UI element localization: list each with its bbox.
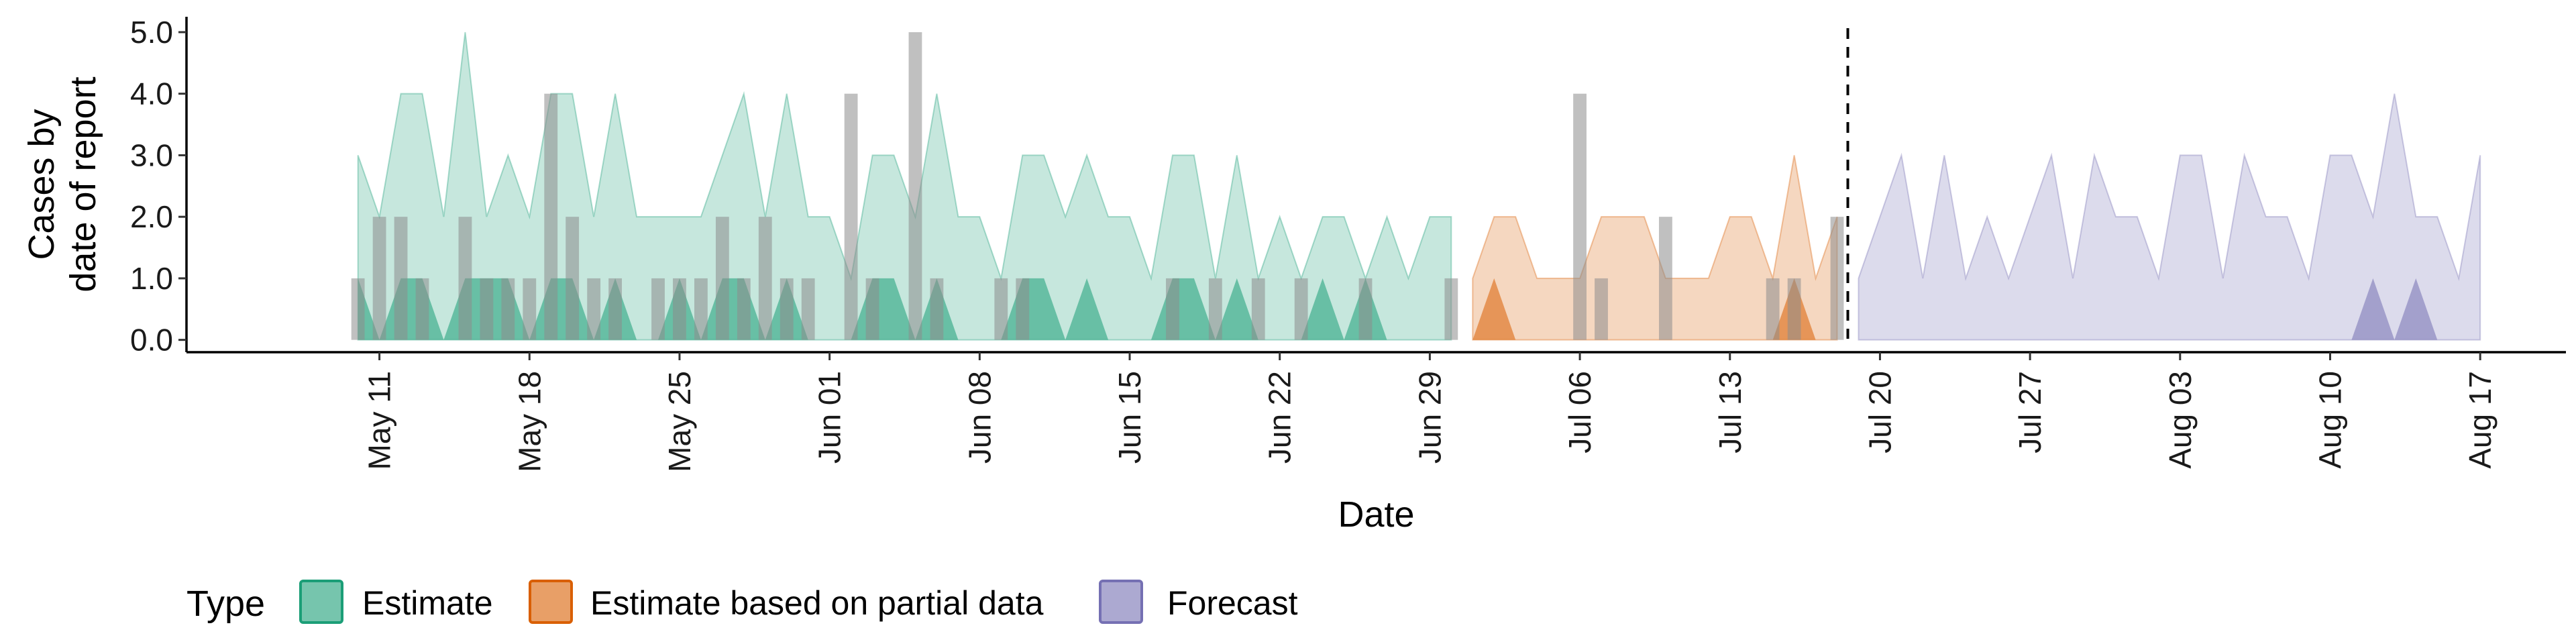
- observed-bar: [566, 217, 580, 340]
- observed-bar: [372, 217, 386, 340]
- observed-bar: [608, 278, 623, 340]
- x-tick-label: May 11: [362, 371, 397, 470]
- legend-label: Forecast: [1167, 584, 1298, 622]
- x-tick-label: Jul 06: [1562, 371, 1597, 453]
- y-axis-title-line: Cases by: [21, 109, 62, 260]
- y-axis-title-line: date of report: [63, 76, 103, 292]
- observed-bar: [694, 278, 708, 340]
- legend: Type Estimate Estimate based on partial da…: [186, 580, 1298, 624]
- observed-bar: [394, 217, 408, 340]
- x-tick-label: Jun 29: [1412, 371, 1447, 464]
- observed-bar: [908, 32, 922, 340]
- band-90-estimate: [357, 32, 1452, 341]
- x-tick-label: Jul 20: [1862, 371, 1897, 453]
- observed-bar: [1573, 93, 1587, 340]
- legend-key: [529, 580, 573, 624]
- observed-bar: [1294, 278, 1308, 340]
- observed-bar: [1166, 278, 1179, 340]
- observed-bar: [930, 278, 944, 340]
- y-axis-title: Cases by date of report: [21, 76, 103, 292]
- x-tick-label: Aug 03: [2163, 371, 2198, 469]
- observed-bar: [501, 278, 515, 340]
- observed-bar: [1766, 278, 1780, 340]
- observed-bar: [780, 278, 794, 340]
- y-tick-label: 4.0: [130, 76, 173, 111]
- observed-bar: [758, 217, 772, 340]
- legend-title: Type: [186, 584, 265, 624]
- observed-bar: [1787, 278, 1801, 340]
- y-tick-label: 1.0: [130, 261, 173, 296]
- x-tick-label: Aug 17: [2463, 371, 2498, 469]
- y-tick-label: 2.0: [130, 199, 173, 234]
- observed-bar: [458, 217, 472, 340]
- observed-bar: [865, 278, 879, 340]
- observed-bar: [523, 278, 537, 340]
- observed-bar: [715, 217, 729, 340]
- observed-bar: [1208, 278, 1222, 340]
- x-tick-label: May 25: [662, 371, 697, 472]
- x-tick-label: Jun 15: [1112, 371, 1147, 464]
- legend-key: [1099, 580, 1143, 624]
- observed-bar: [737, 278, 751, 340]
- y-tick-label: 0.0: [130, 323, 173, 358]
- observed-bar: [544, 93, 558, 340]
- observed-bar: [1016, 278, 1030, 340]
- observed-bars: [351, 32, 1844, 340]
- axes: 0.0 1.0 2.0 3.0 4.0 5.0 May 11 May 18 May 25 Jun …: [21, 15, 2566, 535]
- observed-bar: [801, 278, 815, 340]
- observed-bar: [1595, 278, 1608, 340]
- observed-bar: [844, 93, 858, 340]
- legend-label: Estimate based on partial data: [590, 584, 1044, 622]
- x-tick-label: Jun 08: [962, 371, 997, 464]
- x-tick-label: Jul 13: [1713, 371, 1748, 453]
- x-tick-label: May 18: [512, 371, 547, 472]
- x-tick-label: Jul 27: [2012, 371, 2047, 453]
- band-50-forecast: [1858, 278, 2481, 340]
- observed-bar: [651, 278, 665, 340]
- band-90-estimate-based-on-partial-data: [1472, 155, 1838, 341]
- observed-bar: [1658, 217, 1672, 340]
- observed-bar: [673, 278, 686, 340]
- observed-bar: [480, 278, 494, 340]
- band-90-forecast: [1858, 93, 2481, 341]
- legend-label: Estimate: [362, 584, 493, 622]
- observed-bar: [1251, 278, 1265, 340]
- x-axis-title: Date: [1338, 494, 1414, 535]
- observed-bar: [415, 278, 429, 340]
- x-tick-label: Aug 10: [2312, 371, 2347, 469]
- x-tick-label: Jun 22: [1263, 371, 1297, 464]
- observed-bar: [587, 278, 601, 340]
- observed-bar: [1830, 217, 1844, 340]
- observed-bar: [351, 278, 365, 340]
- observed-bar: [1444, 278, 1458, 340]
- observed-bar: [994, 278, 1008, 340]
- y-tick-label: 3.0: [130, 138, 173, 172]
- observed-bar: [1358, 278, 1373, 340]
- legend-key: [299, 580, 343, 624]
- y-tick-label: 5.0: [130, 15, 173, 50]
- x-tick-label: Jun 01: [812, 371, 847, 464]
